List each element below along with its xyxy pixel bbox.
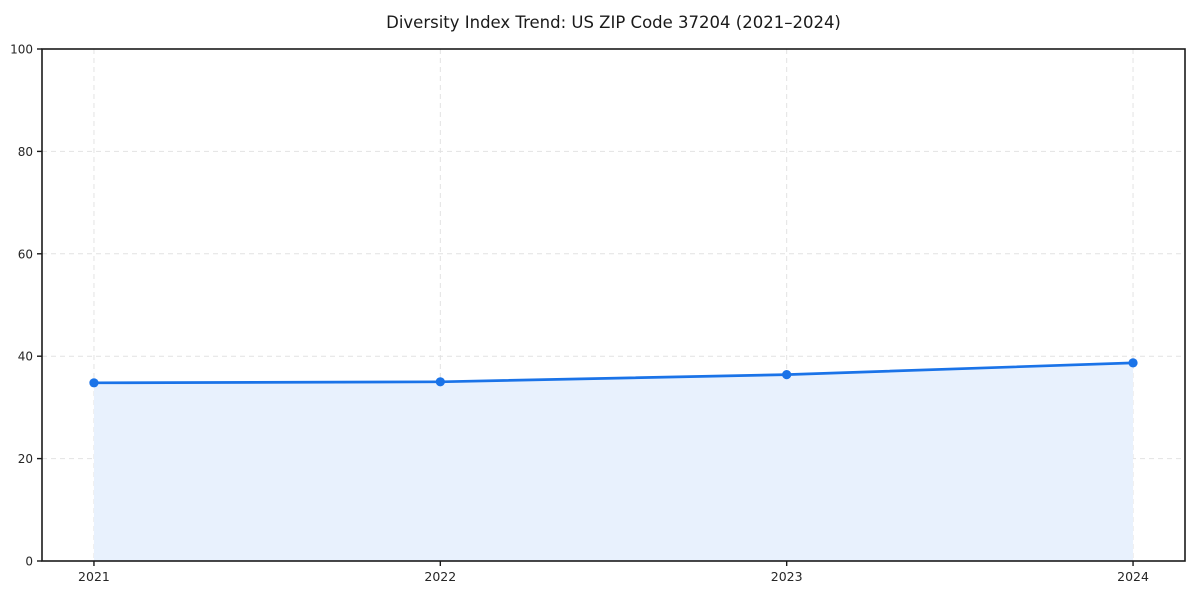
y-tick-label: 100 xyxy=(10,43,33,57)
x-tick-label: 2022 xyxy=(424,569,456,584)
x-tick-label: 2024 xyxy=(1117,569,1149,584)
y-tick-label: 60 xyxy=(18,247,33,261)
chart-title: Diversity Index Trend: US ZIP Code 37204… xyxy=(386,13,841,32)
y-tick-label: 40 xyxy=(18,350,33,364)
data-point-2022 xyxy=(435,377,445,387)
y-tick-label: 20 xyxy=(18,452,33,466)
y-tick-label: 0 xyxy=(25,555,33,569)
trend-area xyxy=(93,362,1134,561)
x-tick-label: 2023 xyxy=(771,569,803,584)
trend-line xyxy=(92,361,1135,385)
data-point-2023 xyxy=(782,370,792,380)
data-point-2024 xyxy=(1128,358,1138,368)
y-tick-label: 80 xyxy=(18,145,33,159)
plot-frame xyxy=(41,48,1186,562)
data-point-2021 xyxy=(89,378,99,388)
x-tick-label: 2021 xyxy=(78,569,110,584)
